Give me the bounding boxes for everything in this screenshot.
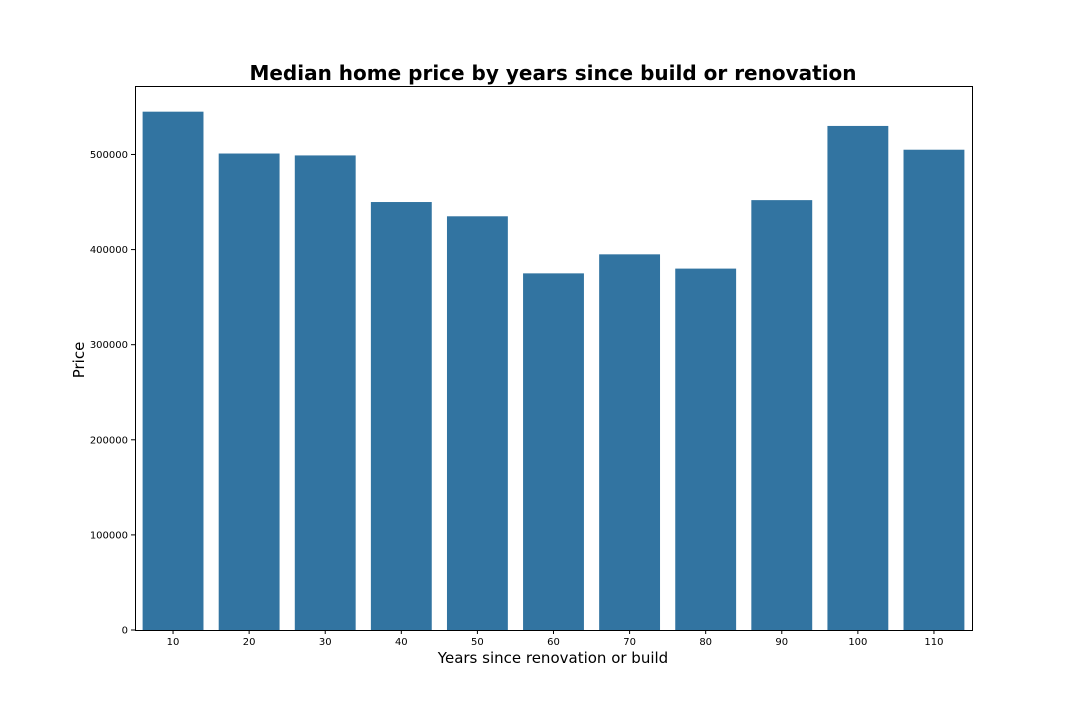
y-tick-label: 100000 bbox=[90, 530, 128, 541]
y-tick-label: 400000 bbox=[90, 245, 128, 256]
x-tick-label: 80 bbox=[699, 637, 712, 648]
bar-20 bbox=[218, 153, 280, 630]
y-tick-label: 300000 bbox=[90, 340, 128, 351]
bar-50 bbox=[446, 216, 508, 630]
x-tick-label: 90 bbox=[775, 637, 788, 648]
x-axis-label: Years since renovation or build bbox=[437, 649, 668, 667]
bar-40 bbox=[370, 202, 432, 631]
x-tick-label: 110 bbox=[924, 637, 943, 648]
bar-110 bbox=[903, 149, 965, 630]
y-tick-label: 500000 bbox=[90, 150, 128, 161]
x-tick-label: 40 bbox=[395, 637, 408, 648]
bar-90 bbox=[751, 200, 813, 631]
plot-frame bbox=[135, 86, 973, 631]
bar-60 bbox=[523, 273, 584, 630]
x-tick-label: 50 bbox=[471, 637, 484, 648]
x-tick-label: 20 bbox=[243, 637, 256, 648]
y-tick-label: 200000 bbox=[90, 435, 128, 446]
x-tick-label: 70 bbox=[623, 637, 636, 648]
x-tick-label: 30 bbox=[319, 637, 332, 648]
chart-title: Median home price by years since build o… bbox=[249, 61, 856, 85]
x-tick-label: 10 bbox=[167, 637, 180, 648]
bar-80 bbox=[675, 268, 737, 630]
bars-group bbox=[142, 111, 965, 631]
bar-70 bbox=[599, 254, 661, 630]
y-axis-label: Price bbox=[70, 342, 88, 379]
x-tick-label: 100 bbox=[848, 637, 867, 648]
y-ticks-group: 0 100000 200000 300000 400000 500000 bbox=[90, 150, 135, 637]
x-tick-label: 60 bbox=[547, 637, 560, 648]
bar-10 bbox=[142, 111, 204, 630]
y-tick-label: 0 bbox=[122, 626, 128, 637]
x-ticks-group: 10 20 30 40 50 60 70 80 90 100 110 bbox=[167, 630, 944, 648]
bar-30 bbox=[294, 155, 356, 630]
bar-100 bbox=[827, 125, 889, 630]
